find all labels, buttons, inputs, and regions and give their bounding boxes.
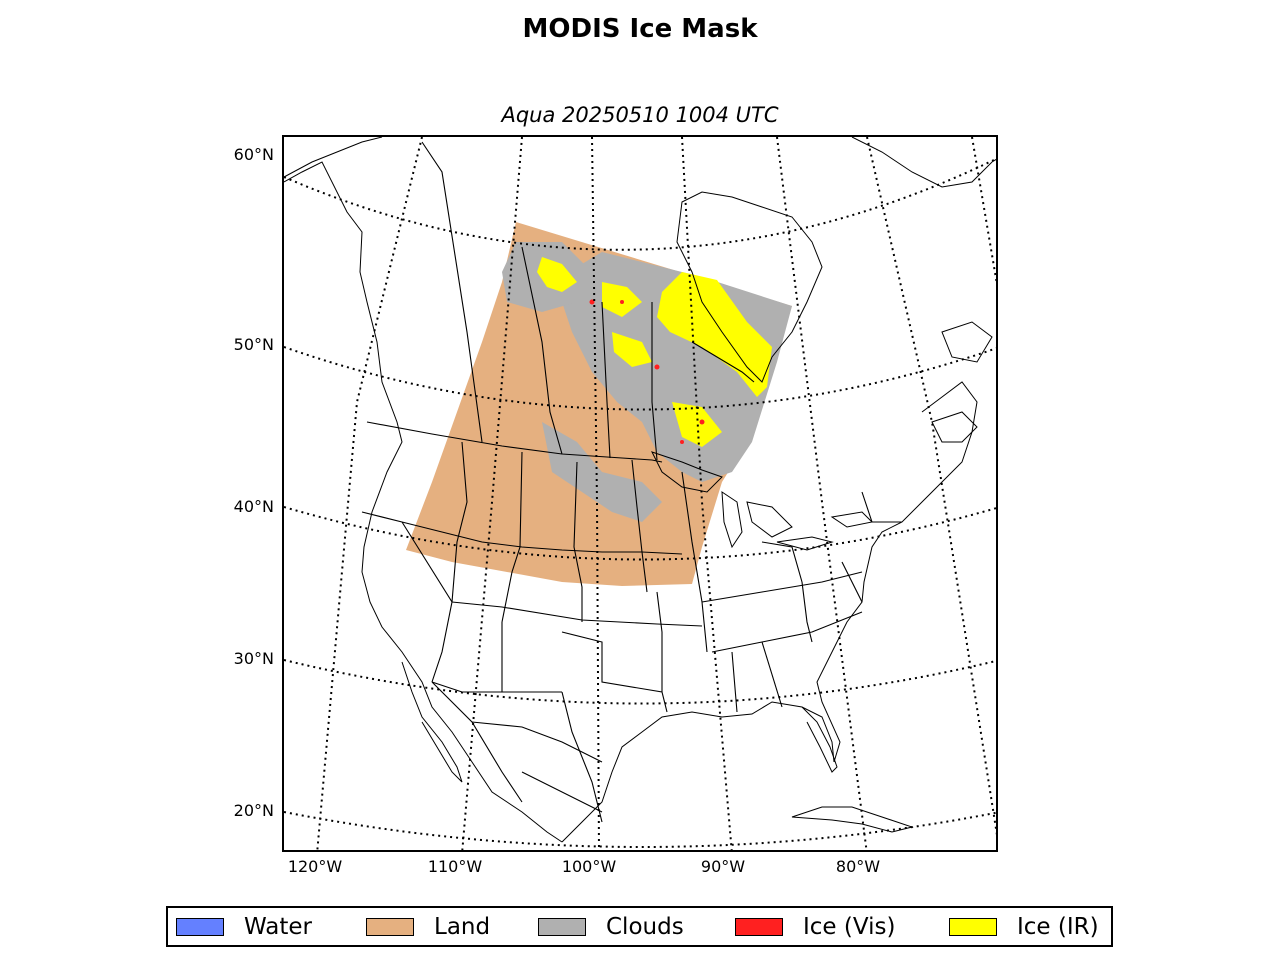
lat-label-30: 30°N (233, 649, 274, 668)
swath-ice-ir-speckle-1 (537, 257, 577, 292)
chart-title: MODIS Ice Mask (522, 14, 758, 44)
lon-label-90w: 90°W (700, 857, 746, 876)
legend-label-ice-ir: Ice (IR) (1017, 913, 1099, 940)
swath-clouds-patch (542, 422, 662, 522)
lat-label-20: 20°N (233, 801, 274, 820)
swath-ice-vis-4 (620, 300, 624, 304)
chart-subtitle: Aqua 20250510 1004 UTC (501, 103, 779, 127)
swath-ice-vis-2 (654, 364, 660, 370)
legend: Water Land Clouds Ice (Vis) Ice (IR) (166, 906, 1113, 947)
legend-swatch-water (176, 917, 224, 936)
legend-label-ice-vis: Ice (Vis) (803, 913, 896, 940)
swath-ice-ir-speckle-4 (612, 332, 652, 367)
legend-swatch-ice-vis (735, 917, 783, 936)
legend-swatch-land (366, 917, 414, 936)
swath-ice-ir-speckle-2 (602, 282, 642, 317)
legend-swatch-clouds (538, 917, 586, 936)
map-canvas (284, 137, 996, 850)
legend-label-land: Land (434, 913, 491, 940)
lon-label-110w: 110°W (427, 857, 483, 876)
political-borders (361, 141, 902, 823)
lon-label-80w: 80°W (835, 857, 881, 876)
lat-label-50: 50°N (233, 335, 274, 354)
legend-item-clouds: Clouds (538, 908, 684, 945)
lon-label-120w: 120°W (287, 857, 343, 876)
lat-label-40: 40°N (233, 497, 274, 516)
legend-item-water: Water (176, 908, 312, 945)
swath-ice-vis-5 (680, 440, 684, 444)
lat-label-60: 60°N (233, 145, 274, 164)
lon-label-100w: 100°W (561, 857, 617, 876)
legend-item-ice-ir: Ice (IR) (949, 908, 1099, 945)
legend-swatch-ice-ir (949, 917, 997, 936)
legend-item-land: Land (366, 908, 490, 945)
map-frame (282, 135, 998, 852)
graticule (284, 137, 996, 850)
legend-label-clouds: Clouds (606, 913, 684, 940)
legend-item-ice-vis: Ice (Vis) (735, 908, 895, 945)
swath-ice-ir-speckle-3 (672, 402, 722, 447)
legend-label-water: Water (244, 913, 312, 940)
swath-ice-ir (657, 272, 772, 397)
swath-ice-vis-3 (699, 419, 705, 425)
